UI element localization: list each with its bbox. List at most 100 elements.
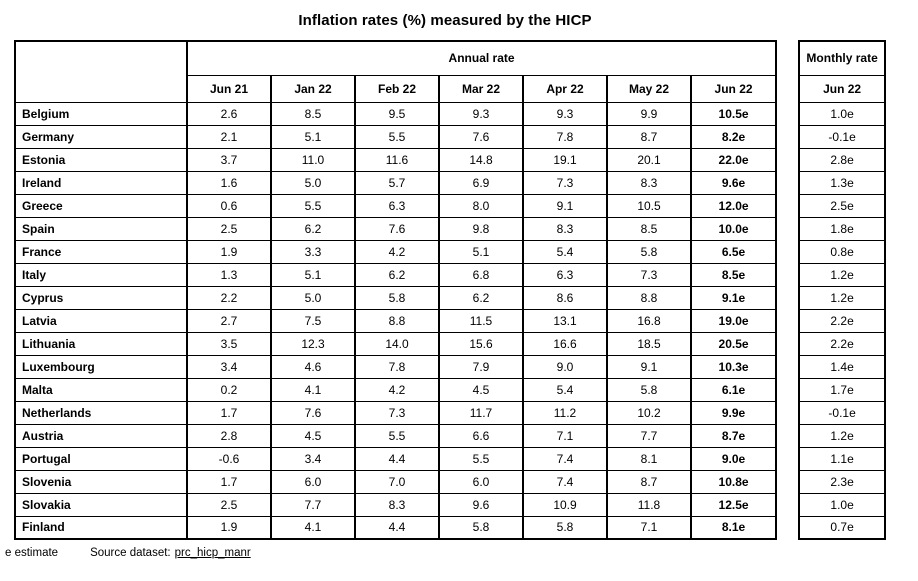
rate-cell: 9.6 xyxy=(438,492,524,517)
table-row: Malta 0.2 4.1 4.2 4.5 5.4 5.8 6.1e xyxy=(14,377,778,402)
rate-cell: 0.6 xyxy=(186,193,272,218)
rate-cell: 7.3 xyxy=(522,170,608,195)
rate-cell: 7.7 xyxy=(606,423,692,448)
rate-cell: 8.1 xyxy=(606,446,692,471)
rate-cell: 11.5 xyxy=(438,308,524,333)
rate-cell: 5.8 xyxy=(606,377,692,402)
country-name: Lithuania xyxy=(14,331,188,356)
rate-cell: 4.5 xyxy=(438,377,524,402)
rate-cell: 9.0e xyxy=(689,446,778,471)
rate-cell: 7.0 xyxy=(354,469,440,494)
rate-cell: 2.5 xyxy=(186,216,272,241)
table-row: Lithuania 3.5 12.3 14.0 15.6 16.6 18.5 20.5e xyxy=(14,331,778,356)
source-link[interactable]: prc_hicp_manr xyxy=(174,547,251,559)
rate-cell: 10.8e xyxy=(689,469,778,494)
monthly-rate-cell: -0.1e xyxy=(798,124,887,149)
rate-cell: 11.0 xyxy=(270,147,356,172)
rate-cell: 12.3 xyxy=(270,331,356,356)
monthly-rate-cell: 2.3e xyxy=(798,469,887,494)
country-name: Slovakia xyxy=(14,492,188,517)
rate-cell: 7.8 xyxy=(522,124,608,149)
source-label: Source dataset: xyxy=(90,547,171,559)
rate-cell: 9.5 xyxy=(354,101,440,126)
rate-cell: 5.1 xyxy=(270,262,356,287)
table-row: 0.8e xyxy=(798,239,887,264)
table-row: Monthly rate xyxy=(798,40,887,76)
rate-cell: 10.5 xyxy=(606,193,692,218)
rate-cell: 8.7 xyxy=(606,469,692,494)
table-row: Jun 22 xyxy=(798,74,887,103)
table-row: Spain 2.5 6.2 7.6 9.8 8.3 8.5 10.0e xyxy=(14,216,778,241)
rate-cell: 9.3 xyxy=(522,101,608,126)
month-column-header: Apr 22 xyxy=(522,74,608,103)
country-name: Finland xyxy=(14,515,188,540)
table-row: Finland 1.9 4.1 4.4 5.8 5.8 7.1 8.1e xyxy=(14,515,778,540)
table-row: Slovakia 2.5 7.7 8.3 9.6 10.9 11.8 12.5e xyxy=(14,492,778,517)
rate-cell: 12.5e xyxy=(689,492,778,517)
rate-cell: 8.1e xyxy=(689,515,778,540)
rate-cell: 3.3 xyxy=(270,239,356,264)
table-row: 1.8e xyxy=(798,216,887,241)
monthly-rate-cell: 1.8e xyxy=(798,216,887,241)
rate-cell: 7.3 xyxy=(354,400,440,425)
monthly-rate-cell: 1.2e xyxy=(798,262,887,287)
monthly-table-body: 1.0e -0.1e 2.8e 1.3e 2.5e 1.8e 0.8e 1.2e 1.2e 2.2… xyxy=(798,101,887,540)
table-row: 1.0e xyxy=(798,492,887,517)
rate-cell: 8.6 xyxy=(522,285,608,310)
table-row: 1.2e xyxy=(798,262,887,287)
rate-cell: 5.0 xyxy=(270,285,356,310)
rate-cell: 9.9e xyxy=(689,400,778,425)
rate-cell: 7.6 xyxy=(354,216,440,241)
month-column-header: Feb 22 xyxy=(354,74,440,103)
rate-cell: 5.1 xyxy=(270,124,356,149)
rate-cell: 4.4 xyxy=(354,515,440,540)
table-row: 1.4e xyxy=(798,354,887,379)
table-row: 2.8e xyxy=(798,147,887,172)
table-row: 1.2e xyxy=(798,285,887,310)
rate-cell: 7.6 xyxy=(438,124,524,149)
rate-cell: 3.5 xyxy=(186,331,272,356)
rate-cell: 3.4 xyxy=(186,354,272,379)
rate-cell: 9.1 xyxy=(606,354,692,379)
rate-cell: 6.6 xyxy=(438,423,524,448)
rate-cell: 16.6 xyxy=(522,331,608,356)
monthly-rate-cell: 1.7e xyxy=(798,377,887,402)
rate-cell: 5.8 xyxy=(354,285,440,310)
table-row: 1.0e xyxy=(798,101,887,126)
rate-cell: 5.8 xyxy=(522,515,608,540)
rate-cell: 5.4 xyxy=(522,239,608,264)
table-row: Jun 21 Jan 22 Feb 22 Mar 22 Apr 22 May 2… xyxy=(15,74,778,103)
monthly-rate-cell: 2.5e xyxy=(798,193,887,218)
monthly-rate-table: Monthly rate Jun 22 1.0e -0.1e 2.8e 1.3e 2.5… xyxy=(798,40,887,540)
rate-cell: 8.3 xyxy=(354,492,440,517)
table-row: Greece 0.6 5.5 6.3 8.0 9.1 10.5 12.0e xyxy=(14,193,778,218)
country-name: Austria xyxy=(14,423,188,448)
rate-cell: 9.9 xyxy=(606,101,692,126)
rate-cell: 7.4 xyxy=(522,469,608,494)
rate-cell: 5.8 xyxy=(606,239,692,264)
rate-cell: 9.3 xyxy=(438,101,524,126)
rate-cell: 1.3 xyxy=(186,262,272,287)
rate-cell: 9.0 xyxy=(522,354,608,379)
table-row: Latvia 2.7 7.5 8.8 11.5 13.1 16.8 19.0e xyxy=(14,308,778,333)
rate-cell: 8.8 xyxy=(606,285,692,310)
rate-cell: 4.2 xyxy=(354,239,440,264)
rate-cell: 2.5 xyxy=(186,492,272,517)
table-row: 0.7e xyxy=(798,515,887,540)
monthly-rate-cell: -0.1e xyxy=(798,400,887,425)
country-name: Greece xyxy=(14,193,188,218)
rate-cell: 8.7 xyxy=(606,124,692,149)
rate-cell: 20.5e xyxy=(689,331,778,356)
rate-cell: 7.1 xyxy=(522,423,608,448)
rate-cell: 8.3 xyxy=(606,170,692,195)
rate-cell: 11.7 xyxy=(438,400,524,425)
rate-cell: 5.8 xyxy=(438,515,524,540)
rate-cell: 6.0 xyxy=(438,469,524,494)
country-name: Latvia xyxy=(14,308,188,333)
table-row: Austria 2.8 4.5 5.5 6.6 7.1 7.7 8.7e xyxy=(14,423,778,448)
rate-cell: 18.5 xyxy=(606,331,692,356)
rate-cell: 19.1 xyxy=(522,147,608,172)
monthly-rate-cell: 1.3e xyxy=(798,170,887,195)
month-column-header: Mar 22 xyxy=(438,74,524,103)
rate-cell: 2.1 xyxy=(186,124,272,149)
